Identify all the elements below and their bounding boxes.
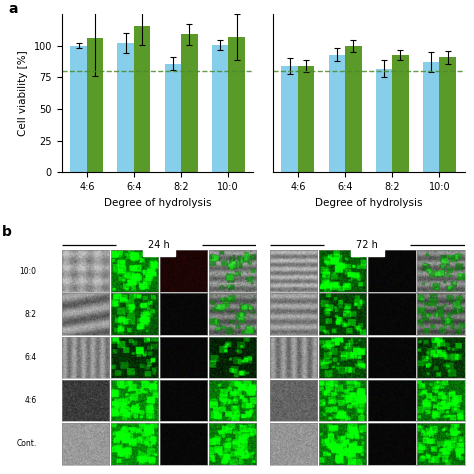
Bar bbox=[423, 62, 439, 172]
Y-axis label: 4:6: 4:6 bbox=[24, 396, 36, 405]
Bar bbox=[164, 64, 181, 172]
Bar bbox=[345, 46, 362, 172]
Bar bbox=[328, 55, 345, 172]
Text: 72 h: 72 h bbox=[356, 240, 378, 250]
Bar bbox=[376, 69, 392, 172]
Text: 24 h: 24 h bbox=[148, 240, 170, 250]
Y-axis label: 10:0: 10:0 bbox=[19, 267, 36, 276]
X-axis label: Degree of hydrolysis: Degree of hydrolysis bbox=[315, 198, 422, 208]
Text: a: a bbox=[8, 1, 18, 16]
Y-axis label: Cont.: Cont. bbox=[17, 439, 36, 448]
Bar bbox=[282, 66, 298, 172]
Text: b: b bbox=[2, 225, 12, 238]
Y-axis label: 6:4: 6:4 bbox=[24, 353, 36, 362]
Bar bbox=[228, 37, 245, 172]
Bar bbox=[392, 55, 409, 172]
X-axis label: Degree of hydrolysis: Degree of hydrolysis bbox=[104, 198, 211, 208]
Y-axis label: 8:2: 8:2 bbox=[25, 310, 36, 319]
Bar bbox=[439, 57, 456, 172]
Bar bbox=[134, 26, 150, 172]
Y-axis label: Cell viability [%]: Cell viability [%] bbox=[18, 50, 28, 136]
Bar bbox=[298, 66, 314, 172]
Bar bbox=[87, 38, 103, 172]
Bar bbox=[181, 35, 198, 172]
Bar bbox=[118, 43, 134, 172]
Bar bbox=[70, 46, 87, 172]
Bar bbox=[212, 45, 228, 172]
